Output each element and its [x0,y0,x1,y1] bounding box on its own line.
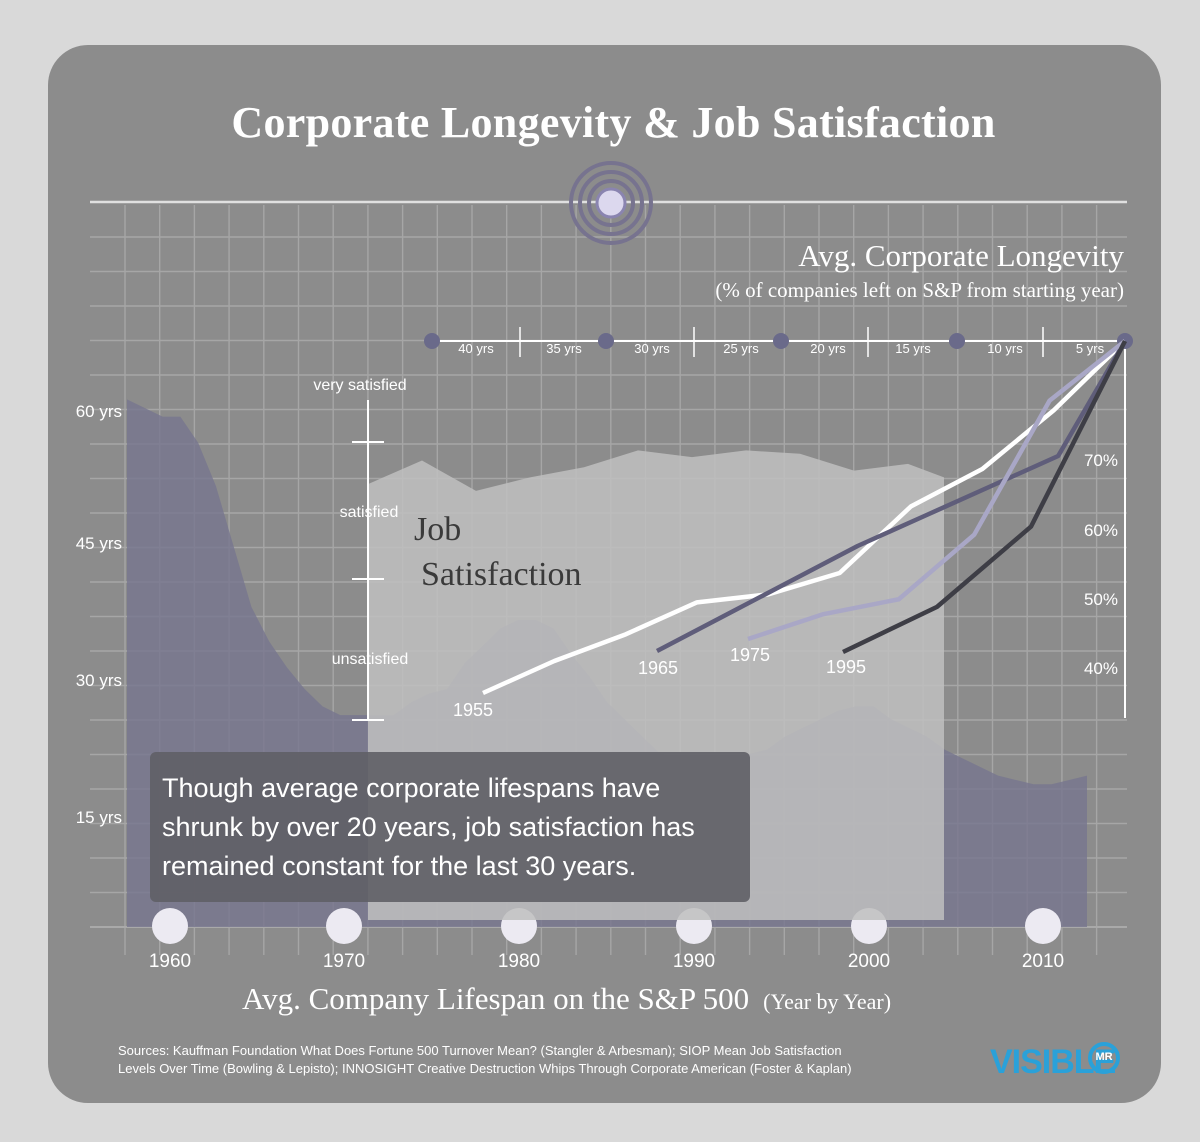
corporate-longevity-line-chart [424,327,1133,718]
x-axis-marker [1025,908,1061,944]
top-axis-marker [598,333,614,349]
top-axis-label: 15 yrs [895,341,931,356]
right-axis-label: 60% [1084,521,1118,540]
target-ring-icon [578,170,644,236]
longevity-subtitle: (% of companies left on S&P from startin… [715,278,1124,302]
chart-card: unsatisfied satisfied very satisfied Job Sat… [48,45,1161,1103]
y-axis-tick-label: 30 yrs [76,671,122,690]
top-axis-label: 25 yrs [723,341,759,356]
x-axis-tick-label: 1960 [149,951,191,972]
target-center-icon [595,187,627,219]
chart-labels: unsatisfied satisfied very satisfied Job Sat… [76,238,1125,1016]
longevity-line-1995 [842,339,1128,655]
satisfaction-title-line-1: Job [414,511,461,548]
x-axis-tick-label: 2000 [848,951,890,972]
top-axis-marker [949,333,965,349]
top-axis-label: 10 yrs [987,341,1023,356]
x-axis-tick-label: 1990 [673,951,715,972]
right-axis-label: 50% [1084,590,1118,609]
lifespan-subtitle: (Year by Year) [763,989,891,1014]
longevity-line-1965 [655,339,1127,653]
series-label-1965: 1965 [638,658,678,678]
x-axis-marker [152,908,188,944]
top-axis-marker [424,333,440,349]
lifespan-title: Avg. Company Lifespan on the S&P 500 [242,981,749,1016]
y-axis-tick-label: 15 yrs [76,808,122,827]
top-axis-label: 35 yrs [546,341,582,356]
satisfaction-tick-label: unsatisfied [332,651,409,668]
top-axis-label: 5 yrs [1076,341,1105,356]
right-axis-label: 70% [1084,451,1118,470]
top-axis-label: 40 yrs [458,341,494,356]
target-ring-icon [569,161,653,245]
right-axis-label: 40% [1084,659,1118,678]
lifespan-axis-title: Avg. Company Lifespan on the S&P 500 (Yea… [242,981,891,1016]
target-ring-icon [587,179,635,227]
series-label-1955: 1955 [453,700,493,720]
y-axis-tick-label: 45 yrs [76,534,122,553]
x-axis-tick-label: 1980 [498,951,540,972]
longevity-title: Avg. Corporate Longevity [798,238,1124,273]
top-axis-marker [773,333,789,349]
x-axis-marker [326,908,362,944]
series-label-1995: 1995 [826,657,866,677]
satisfaction-title-line-2: Satisfaction [421,556,582,593]
x-axis-tick-label: 1970 [323,951,365,972]
x-axis-tick-label: 2010 [1022,951,1064,972]
series-label-1975: 1975 [730,645,770,665]
longevity-line-1955 [482,339,1127,696]
satisfaction-tick-label: satisfied [340,504,399,521]
longevity-line-1975 [747,339,1127,642]
top-axis-label: 30 yrs [634,341,670,356]
y-axis-tick-label: 60 yrs [76,402,122,421]
chart-canvas: unsatisfied satisfied very satisfied Job Sat… [76,161,1133,1016]
top-axis-label: 20 yrs [810,341,846,356]
satisfaction-tick-label: very satisfied [313,377,406,394]
